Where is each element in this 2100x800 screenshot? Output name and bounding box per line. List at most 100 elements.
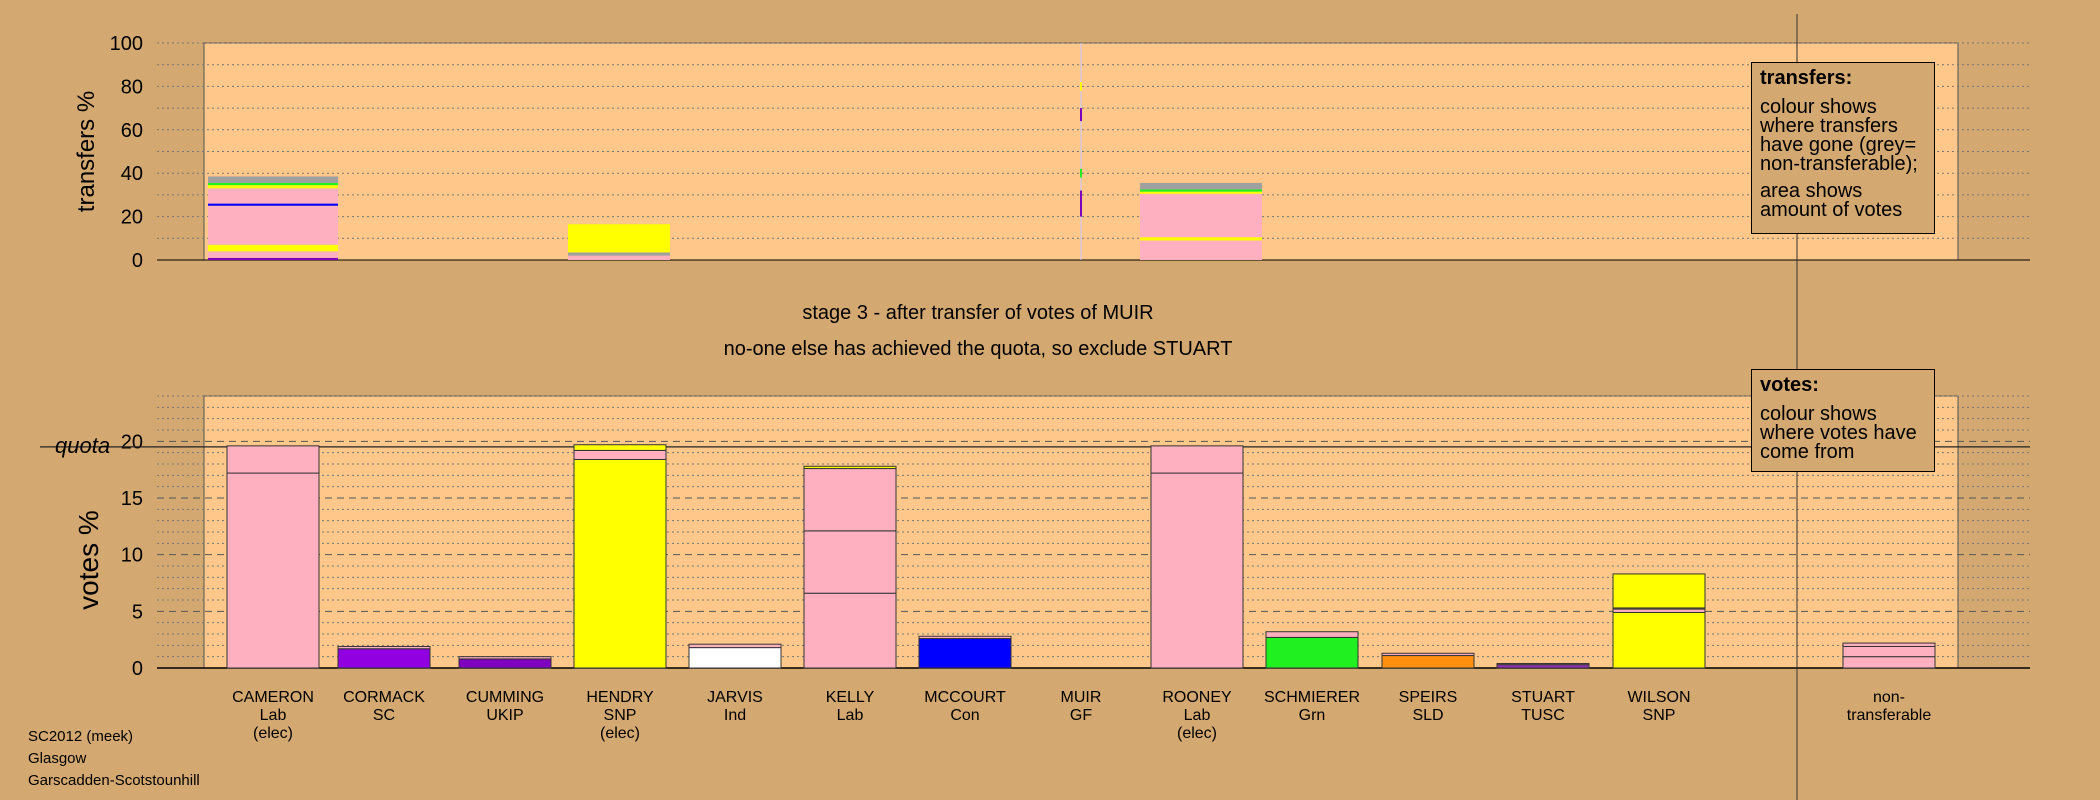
candidate-label-muir: GF (1070, 707, 1092, 724)
candidate-label-cameron: Lab (260, 707, 287, 724)
transfer-segment-hendry (568, 255, 670, 260)
vote-segment-jarvis (688, 643, 782, 649)
candidate-label-muir: MUIR (1061, 689, 1102, 706)
votes-tick-label: 20 (121, 431, 143, 453)
votes-axis-label: votes % (73, 510, 104, 610)
transfer-segment-rooney (1140, 237, 1262, 241)
votes-tick-label: 0 (132, 658, 143, 680)
footer-council: Glasgow (28, 750, 87, 767)
transfers-tick-label: 40 (121, 163, 143, 185)
candidate-label-kelly: KELLY (826, 689, 875, 706)
vote-segment-nontransferable (1842, 645, 1936, 658)
transfer-segment-rooney (1140, 240, 1262, 260)
transfer-segment-hendry (568, 224, 670, 253)
candidate-label-mccourt: Con (950, 707, 979, 724)
transfers-tick-label: 20 (121, 207, 143, 229)
vote-segment-cumming (458, 656, 552, 660)
votes-legend-text: colour shows where votes have come from (1760, 403, 1917, 463)
transfers-legend-text-2: area shows amount of votes (1760, 180, 1903, 221)
transfers-axis-label: transfers % (73, 91, 100, 212)
votes-tick-label: 10 (121, 545, 143, 567)
votes-legend-title: votes: (1760, 374, 1819, 396)
transfer-segment-hendry (568, 252, 670, 256)
transfer-segment-cameron (208, 205, 338, 245)
candidate-label-hendry: HENDRY (586, 689, 654, 706)
candidate-label-schmierer: Grn (1299, 707, 1326, 724)
vote-segment-cormack (337, 648, 431, 669)
transfer-segment-cameron (208, 188, 338, 204)
vote-segment-kelly (803, 530, 897, 594)
candidate-label-rooney: (elec) (1177, 725, 1217, 742)
vote-segment-wilson (1612, 573, 1706, 609)
candidate-label-mccourt: MCCOURT (924, 689, 1006, 706)
vote-segment-cameron (226, 445, 320, 474)
candidate-label-speirs: SLD (1412, 707, 1443, 724)
vote-segment-kelly (803, 468, 897, 532)
transfer-segment-rooney (1140, 193, 1262, 238)
candidate-label-hendry: (elec) (600, 725, 640, 742)
votes-legend: votes: colour shows where votes have com… (1751, 369, 1935, 472)
vote-segment-nontransferable (1842, 656, 1936, 669)
transfer-segment-rooney (1140, 182, 1262, 190)
vote-segment-mccourt (918, 638, 1012, 669)
stage-note: no-one else has achieved the quota, so e… (723, 338, 1233, 360)
vote-segment-rooney (1150, 472, 1244, 669)
transfer-segment-cameron (208, 203, 338, 206)
candidate-label-speirs: SPEIRS (1399, 689, 1458, 706)
transfer-segment-rooney (1140, 189, 1262, 192)
vote-segment-stuart (1496, 664, 1590, 669)
transfer-segment-rooney (1140, 191, 1262, 194)
candidate-label-cormack: SC (373, 707, 395, 724)
candidate-label-stuart: STUART (1511, 689, 1575, 706)
transfers-panel: 0 20 40 60 80 100 transfers % (73, 33, 2030, 272)
transfers-tick-label: 80 (121, 76, 143, 98)
vote-segment-schmierer (1265, 631, 1359, 638)
candidate-label-nontransferable: transferable (1847, 707, 1932, 724)
candidate-label-jarvis: JARVIS (707, 689, 763, 706)
quota-label: quota (55, 433, 110, 458)
candidate-label-cumming: CUMMING (466, 689, 544, 706)
candidate-label-stuart: TUSC (1521, 707, 1565, 724)
vote-segment-rooney (1150, 445, 1244, 474)
vote-segment-jarvis (688, 647, 782, 669)
vote-segment-hendry (573, 458, 667, 669)
transfer-segment-cameron (208, 257, 338, 260)
vote-segment-schmierer (1265, 636, 1359, 669)
vote-segment-cumming (458, 658, 552, 669)
footer-election: SC2012 (meek) (28, 728, 134, 745)
candidate-label-cormack: CORMACK (343, 689, 425, 706)
transfer-segment-cameron (208, 182, 338, 186)
stage-title: stage 3 - after transfer of votes of MUI… (802, 302, 1154, 324)
vote-segment-speirs (1381, 655, 1475, 669)
vote-segment-kelly (803, 465, 897, 470)
transfer-segment-cameron (208, 185, 338, 189)
candidate-label-cameron: CAMERON (232, 689, 314, 706)
candidate-label-cameron: (elec) (253, 725, 293, 742)
transfer-segment-cameron (208, 251, 338, 258)
candidate-label-rooney: Lab (1184, 707, 1211, 724)
candidate-label-schmierer: SCHMIERER (1264, 689, 1360, 706)
vote-segment-wilson (1612, 608, 1706, 613)
votes-tick-label: 15 (121, 488, 143, 510)
vote-segment-cormack (337, 645, 431, 650)
votes-tick-label: 5 (132, 601, 143, 623)
transfers-tick-label: 0 (132, 250, 143, 272)
vote-segment-mccourt (918, 635, 1012, 640)
transfers-legend-text-1: colour shows where transfers have gone (… (1760, 96, 1918, 175)
vote-segment-nontransferable (1842, 642, 1936, 647)
candidate-label-wilson: WILSON (1627, 689, 1690, 706)
footer-ward: Garscadden-Scotstounhill (28, 772, 200, 789)
transfer-segment-cameron (208, 176, 338, 183)
transfers-tick-label: 60 (121, 120, 143, 142)
candidate-label-rooney: ROONEY (1162, 689, 1232, 706)
vote-segment-hendry (573, 444, 667, 451)
transfers-tick-label: 100 (110, 33, 143, 55)
transfer-segment-cameron (208, 244, 338, 252)
transfers-legend-title: transfers: (1760, 67, 1853, 89)
candidate-label-hendry: SNP (604, 707, 637, 724)
candidate-label-wilson: SNP (1643, 707, 1676, 724)
vote-segment-wilson (1612, 611, 1706, 669)
transfers-legend: transfers: colour shows where transfers … (1751, 62, 1935, 234)
vote-segment-kelly (803, 592, 897, 669)
